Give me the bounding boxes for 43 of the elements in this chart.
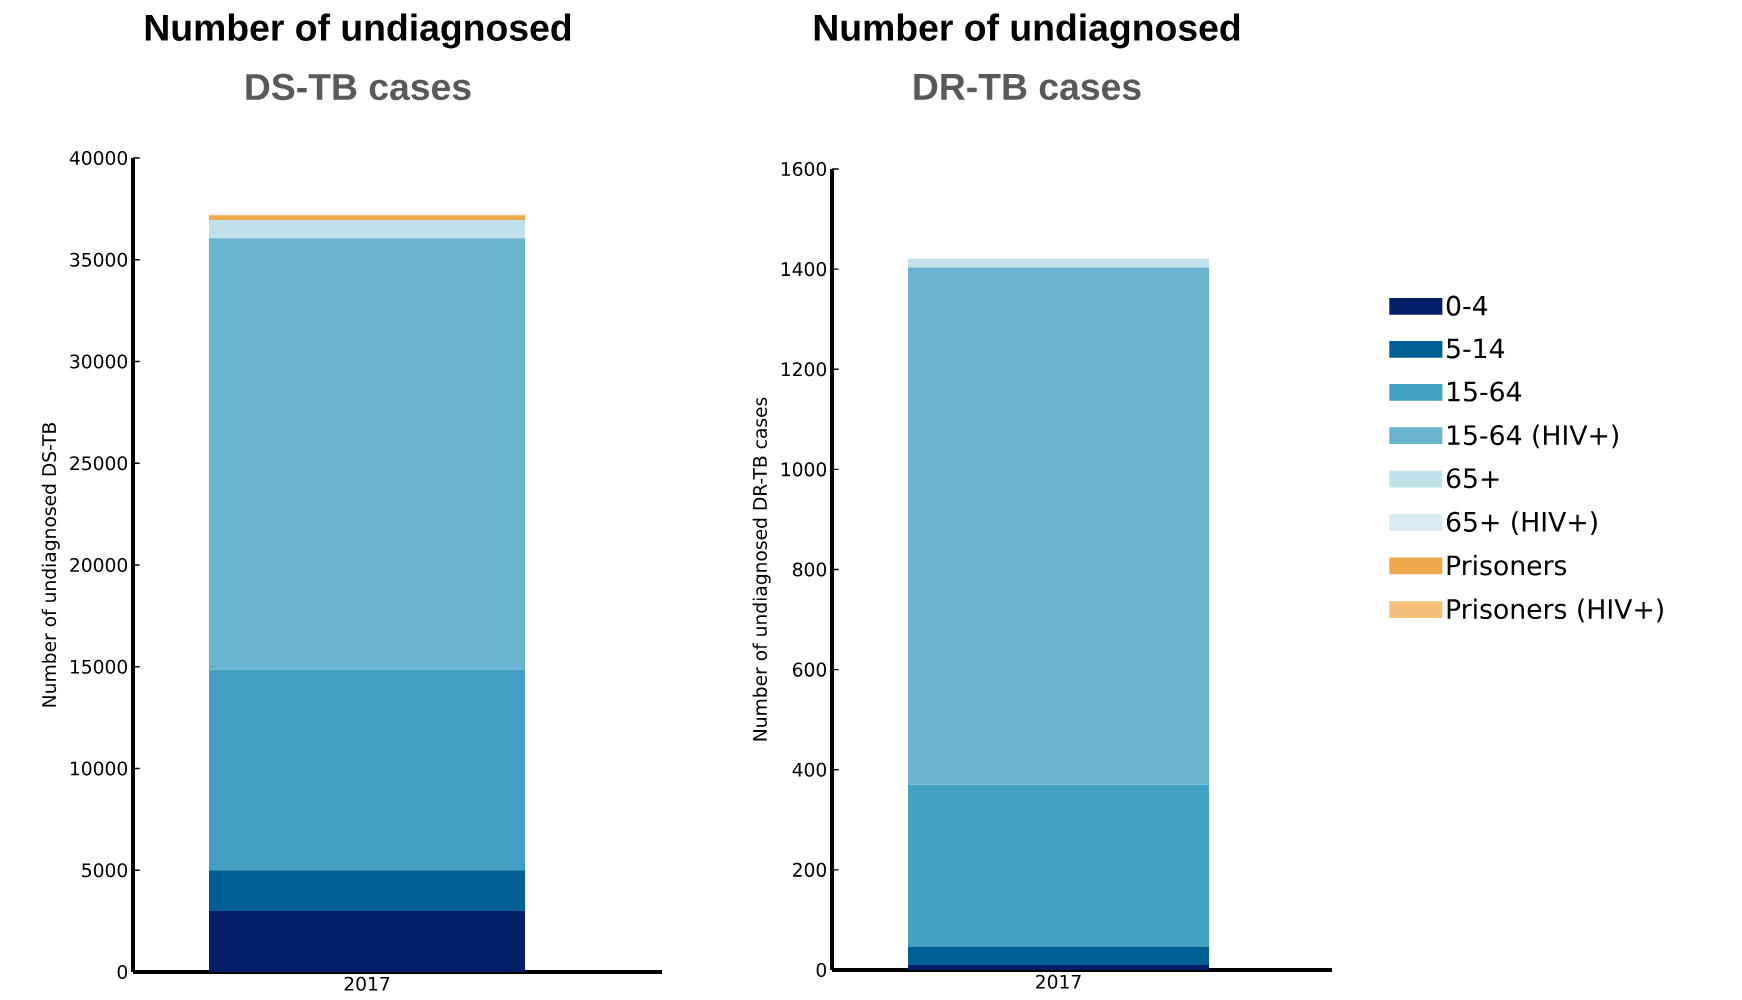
- legend-label: 5-14: [1447, 338, 1505, 359]
- y-tick-label: 0: [816, 962, 827, 978]
- y-tick-label: 1000: [781, 462, 827, 477]
- y-tick-label: 1600: [781, 161, 827, 177]
- bar: [209, 220, 525, 239]
- y-tick-label: 400: [792, 762, 827, 777]
- y-tick-label: 15000: [70, 659, 128, 674]
- y-tick-label: 1200: [781, 362, 827, 377]
- chart-subtitle: DR-TB cases: [914, 73, 1141, 101]
- y-tick-label: 10000: [70, 761, 128, 776]
- bar: [209, 669, 525, 871]
- y-tick-label: 25000: [70, 456, 128, 471]
- x-tick-label: 2017: [1036, 974, 1081, 989]
- y-tick-label: 30000: [70, 354, 128, 369]
- x-tick-label: 2017: [344, 976, 390, 991]
- chart-subtitle: DS-TB cases: [246, 73, 471, 101]
- chart-title: Number of undiagnosed: [814, 13, 1240, 49]
- bar: [908, 267, 1210, 785]
- bar: [209, 215, 525, 221]
- bar: [908, 784, 1210, 947]
- y-tick-label: 600: [792, 662, 827, 677]
- legend-label: 65+ (HIV+): [1446, 511, 1597, 536]
- y-tick-label: 20000: [70, 557, 128, 573]
- y-axis-title: Number of undiagnosed DS-TB: [41, 423, 60, 707]
- bar: [209, 238, 525, 670]
- legend-label: Prisoners (HIV+): [1447, 598, 1663, 623]
- y-tick-label: 5000: [82, 863, 128, 878]
- bar: [908, 258, 1210, 268]
- y-tick-label: 0: [117, 964, 128, 980]
- legend-label: 15-64: [1447, 381, 1522, 402]
- bar: [209, 870, 525, 911]
- y-tick-label: 35000: [70, 252, 128, 267]
- y-tick-label: 200: [793, 862, 827, 877]
- legend-label: Prisoners: [1447, 554, 1567, 576]
- bar: [908, 946, 1210, 965]
- legend-label: 65+: [1446, 468, 1499, 489]
- y-tick-label: 800: [792, 562, 827, 577]
- legend-label: 15-64 (HIV+): [1447, 424, 1618, 449]
- y-axis-title: Number of undiagnosed DR-TB cases: [752, 397, 771, 741]
- y-tick-label: 1400: [781, 262, 827, 277]
- y-tick-label: 40000: [69, 150, 128, 166]
- legend-label: 0-4: [1446, 295, 1488, 316]
- chart-title: Number of undiagnosed: [145, 13, 571, 49]
